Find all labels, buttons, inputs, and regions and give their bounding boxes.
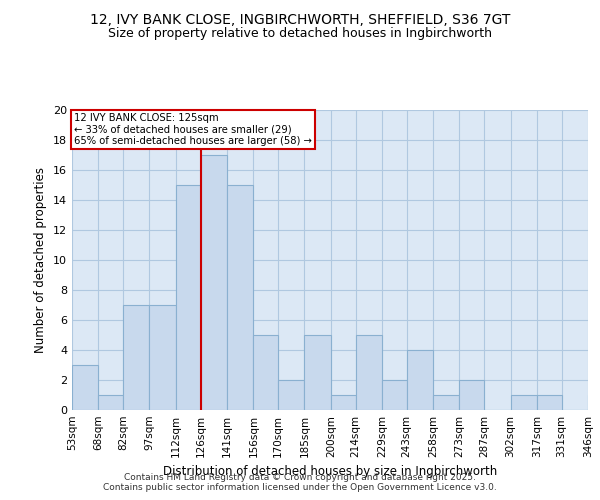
Bar [253, 335, 278, 410]
X-axis label: Distribution of detached houses by size in Ingbirchworth: Distribution of detached houses by size … [163, 466, 497, 478]
Bar [304, 335, 331, 410]
Text: Size of property relative to detached houses in Ingbirchworth: Size of property relative to detached ho… [108, 28, 492, 40]
Bar [433, 395, 460, 410]
Bar [331, 395, 356, 410]
Text: Contains HM Land Registry data © Crown copyright and database right 2025.
Contai: Contains HM Land Registry data © Crown c… [103, 473, 497, 492]
Text: 12, IVY BANK CLOSE, INGBIRCHWORTH, SHEFFIELD, S36 7GT: 12, IVY BANK CLOSE, INGBIRCHWORTH, SHEFF… [90, 12, 510, 26]
Bar [176, 185, 200, 410]
Bar [98, 395, 123, 410]
Bar [511, 395, 537, 410]
Bar [200, 155, 227, 410]
Bar [356, 335, 382, 410]
Bar [588, 395, 600, 410]
Bar [72, 365, 98, 410]
Bar [149, 305, 176, 410]
Bar [537, 395, 562, 410]
Text: 12 IVY BANK CLOSE: 125sqm
← 33% of detached houses are smaller (29)
65% of semi-: 12 IVY BANK CLOSE: 125sqm ← 33% of detac… [74, 113, 311, 146]
Bar [227, 185, 253, 410]
Bar [407, 350, 433, 410]
Y-axis label: Number of detached properties: Number of detached properties [34, 167, 47, 353]
Bar [460, 380, 484, 410]
Bar [278, 380, 304, 410]
Bar [382, 380, 407, 410]
Bar [123, 305, 149, 410]
